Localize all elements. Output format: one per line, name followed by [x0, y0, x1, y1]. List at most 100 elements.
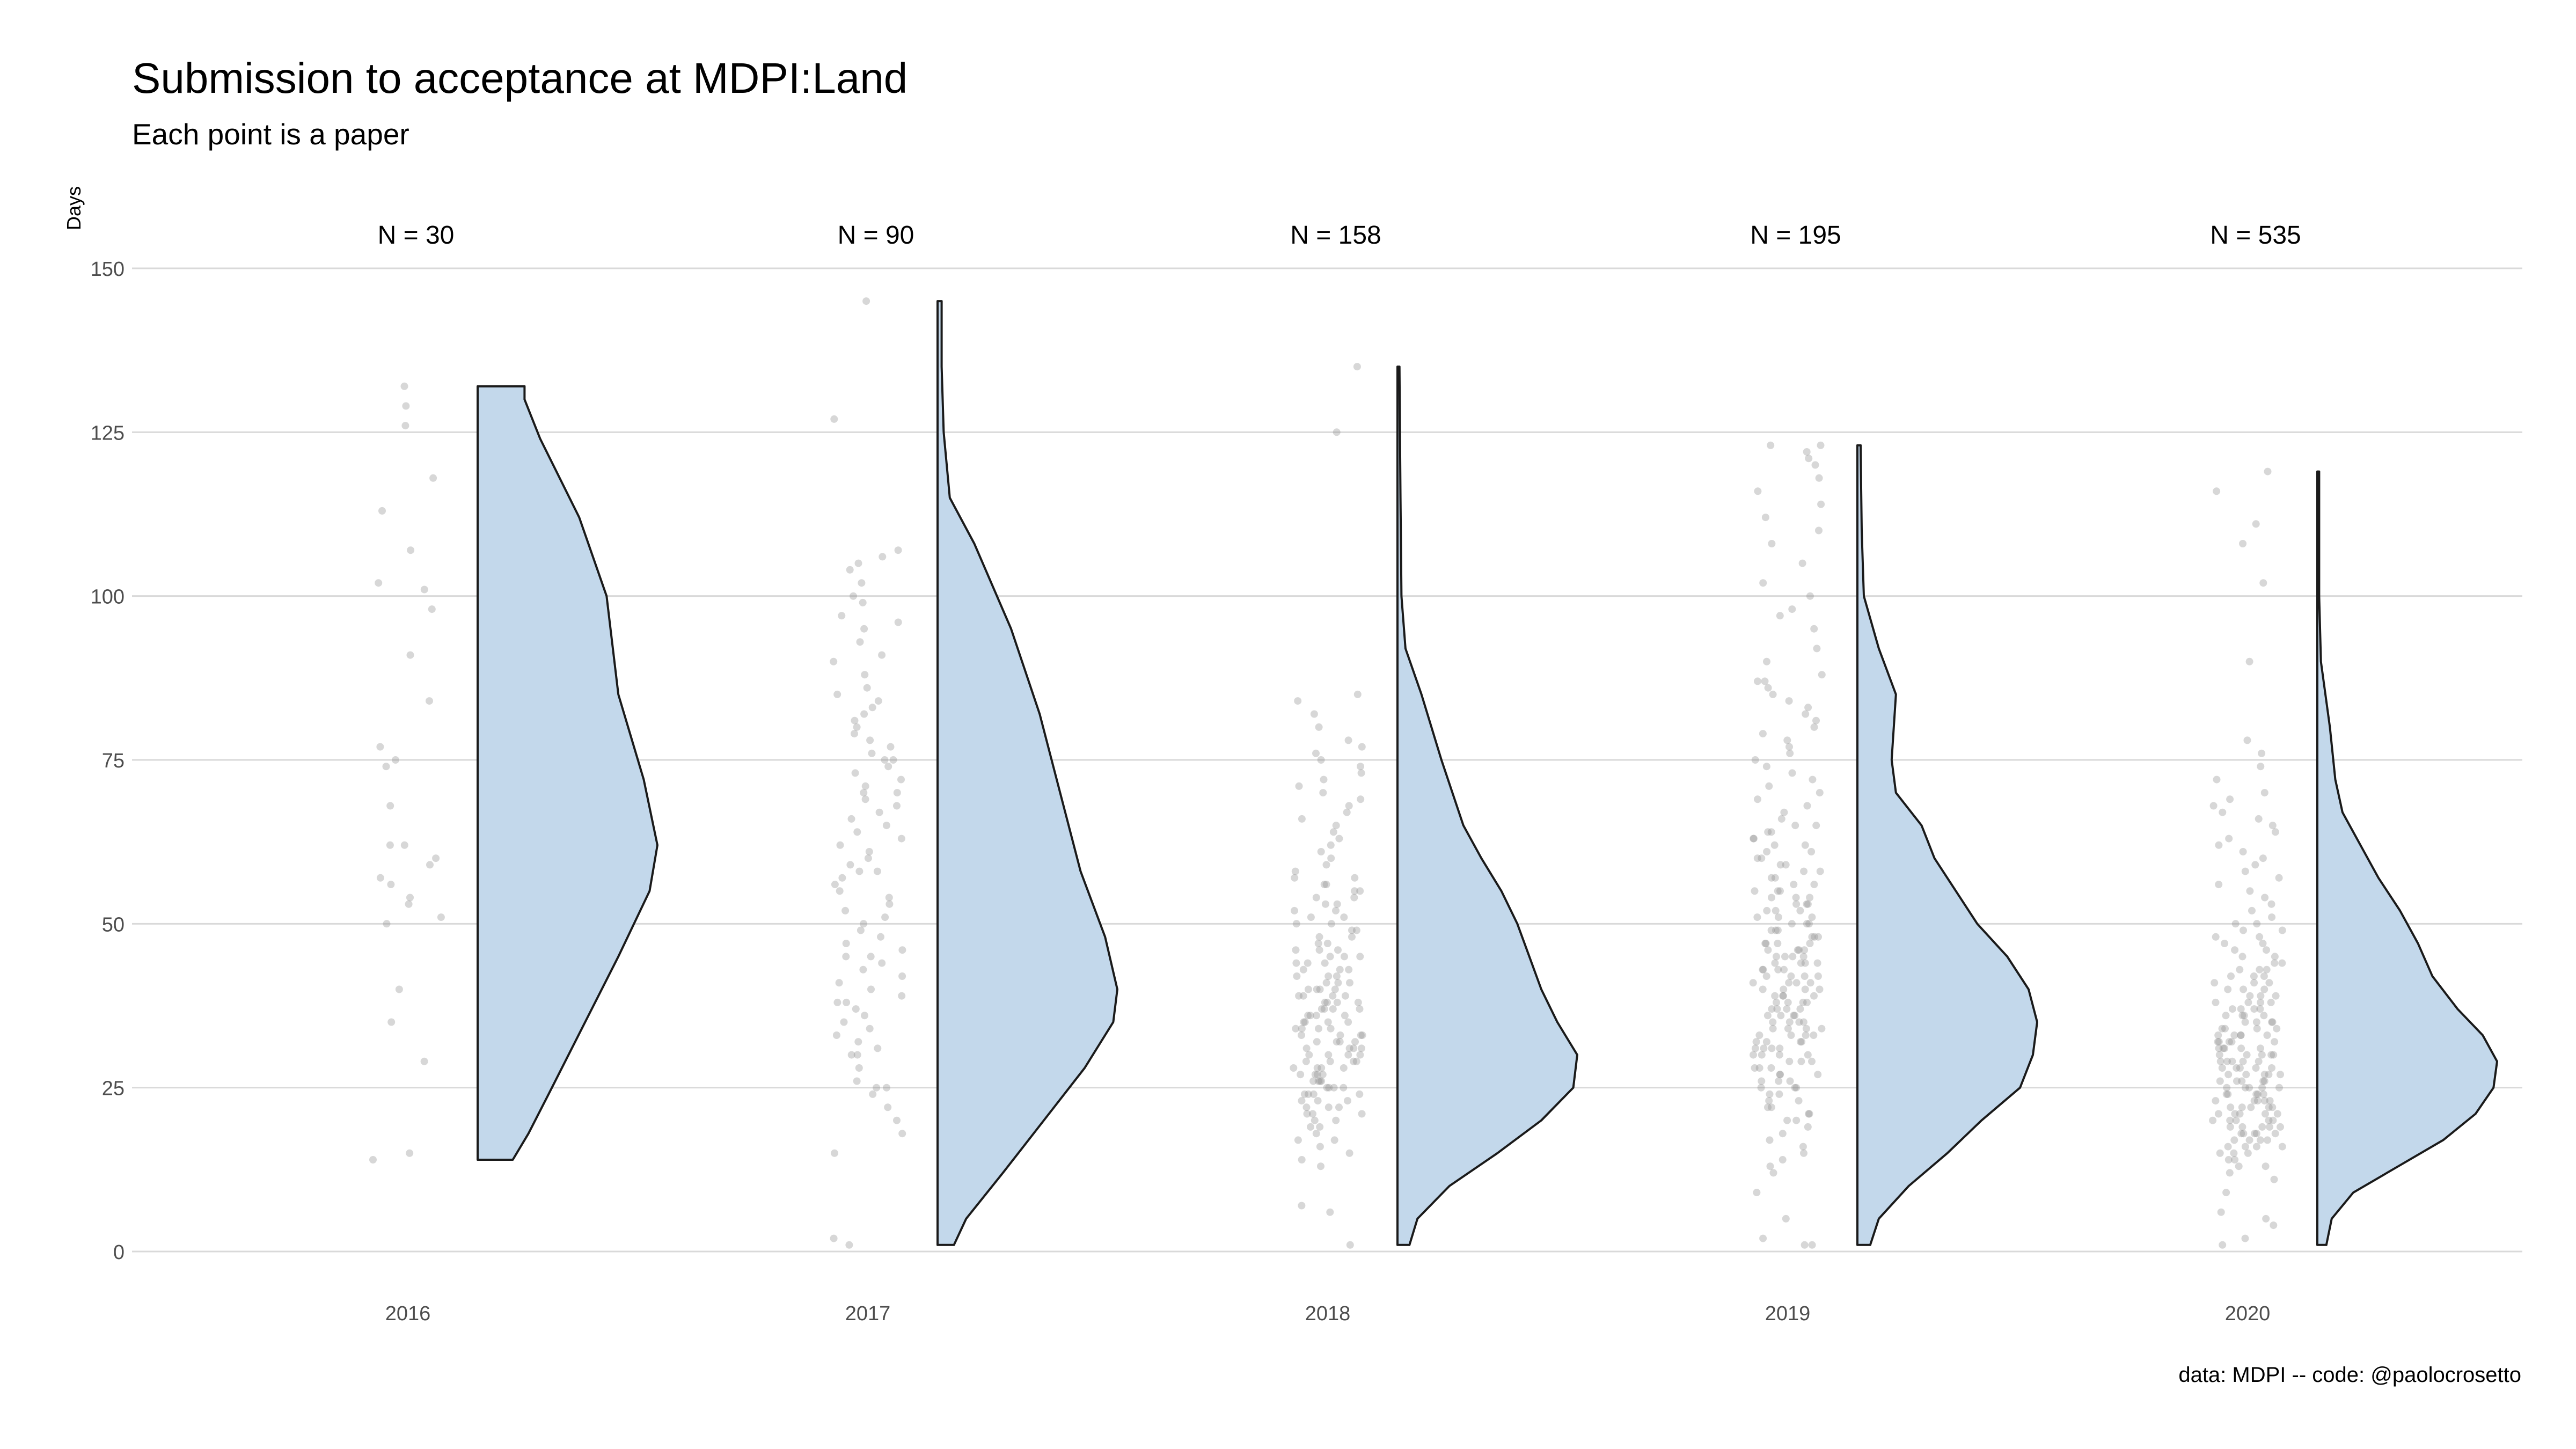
data-point	[2278, 926, 2286, 934]
data-point	[1315, 933, 1323, 941]
data-point	[1796, 906, 1804, 914]
data-point	[1772, 926, 1780, 934]
data-point	[2236, 1064, 2244, 1072]
data-point	[1316, 1123, 1324, 1131]
data-point	[1775, 1051, 1783, 1059]
data-point	[2209, 802, 2218, 810]
data-point	[1753, 913, 1761, 921]
data-point	[2259, 579, 2267, 587]
data-point	[1771, 992, 1779, 1000]
data-point	[2265, 1071, 2273, 1079]
data-point	[1291, 906, 1298, 914]
data-point	[1341, 1012, 1349, 1020]
data-point	[1758, 1077, 1766, 1085]
data-point	[1810, 1031, 1818, 1039]
data-point	[376, 743, 384, 751]
data-point	[1759, 730, 1767, 738]
data-point	[861, 795, 869, 803]
data-point	[1333, 900, 1341, 908]
data-point	[865, 848, 873, 855]
data-point	[850, 592, 857, 600]
data-point	[1761, 677, 1769, 685]
data-point	[2223, 1057, 2231, 1065]
data-point	[2260, 972, 2268, 980]
data-point	[878, 651, 886, 659]
data-point	[1790, 881, 1798, 889]
data-point	[2268, 1018, 2277, 1026]
data-point	[2258, 1123, 2266, 1131]
data-point	[879, 553, 887, 561]
data-point	[1291, 874, 1299, 882]
data-point	[2209, 1116, 2217, 1124]
data-point	[2213, 487, 2221, 495]
data-point	[2252, 1018, 2260, 1026]
data-point	[1357, 769, 1365, 777]
data-point	[1803, 900, 1811, 908]
data-point	[851, 730, 858, 738]
data-point	[2214, 1110, 2222, 1118]
data-point	[1818, 1024, 1826, 1033]
data-point	[867, 953, 875, 961]
data-point	[2260, 1071, 2268, 1079]
data-point	[2241, 867, 2249, 875]
data-point	[1791, 1012, 1799, 1020]
data-point	[2264, 1136, 2271, 1144]
data-point	[2240, 1012, 2248, 1020]
data-point	[1806, 894, 1814, 902]
group-n-label: N = 195	[1750, 221, 1841, 250]
data-point	[2239, 540, 2247, 547]
data-point	[401, 422, 409, 430]
data-point	[838, 874, 846, 882]
data-point	[1811, 461, 1819, 469]
data-point	[406, 1149, 414, 1157]
data-point	[1304, 1012, 1312, 1020]
data-point	[2222, 1012, 2230, 1020]
data-point	[2265, 979, 2273, 987]
data-point	[1804, 1051, 1812, 1059]
data-point	[2248, 906, 2256, 914]
data-point	[1294, 697, 1302, 705]
data-point	[1358, 1044, 1365, 1052]
data-point	[1350, 1057, 1358, 1065]
data-point	[1307, 1123, 1314, 1131]
data-point	[1771, 874, 1779, 882]
data-point	[395, 985, 403, 993]
data-point	[2215, 1051, 2223, 1059]
density-violin	[2316, 470, 2498, 1246]
data-point	[2263, 946, 2270, 954]
data-point	[860, 710, 868, 718]
data-point	[1814, 972, 1822, 980]
data-point	[889, 756, 897, 764]
data-point	[1356, 1051, 1364, 1059]
data-point	[2238, 1103, 2246, 1111]
data-point	[1314, 940, 1322, 947]
data-point	[2228, 1057, 2236, 1065]
data-point	[835, 979, 843, 987]
data-point	[1753, 1189, 1761, 1197]
data-point	[2262, 1110, 2269, 1118]
data-point	[2256, 1005, 2264, 1013]
data-point	[1356, 887, 1364, 895]
data-point	[1759, 579, 1767, 587]
data-point	[2215, 841, 2223, 849]
data-point	[2252, 1064, 2260, 1072]
data-point	[853, 828, 861, 836]
data-point	[2271, 953, 2279, 961]
data-point	[2250, 972, 2258, 980]
data-point	[862, 297, 870, 305]
data-point	[864, 854, 872, 862]
y-tick-label: 25	[102, 1078, 125, 1100]
data-point	[1805, 1110, 1813, 1118]
data-point	[2270, 1051, 2278, 1059]
y-tick-label: 100	[91, 586, 125, 609]
data-point	[2246, 887, 2254, 895]
data-point	[1762, 763, 1770, 771]
data-point	[853, 723, 861, 731]
data-point	[392, 756, 399, 764]
data-point	[1792, 1116, 1801, 1124]
data-point	[1805, 455, 1813, 463]
data-point	[2231, 946, 2239, 954]
data-point	[2262, 1214, 2270, 1223]
data-point	[1769, 1024, 1777, 1033]
data-point	[2238, 953, 2246, 961]
